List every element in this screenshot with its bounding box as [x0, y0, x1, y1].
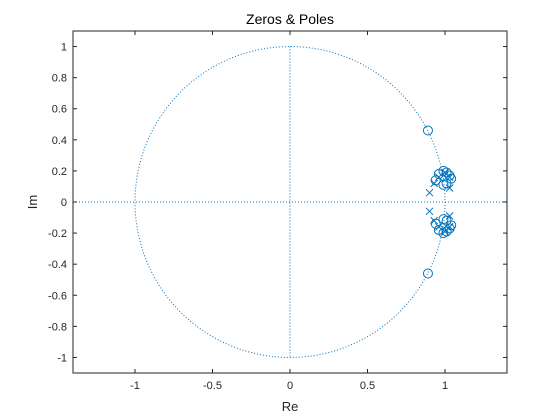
pole-marker: [430, 179, 439, 188]
x-tick-label: -0.5: [203, 380, 222, 392]
pole-marker: [445, 184, 454, 192]
x-tick-label: -1: [130, 380, 140, 392]
y-tick-label: 0.2: [52, 166, 67, 178]
x-tick-label: 1: [442, 380, 448, 392]
pole-marker: [445, 173, 454, 181]
x-axis-label: Re: [282, 399, 299, 414]
zero-marker: [441, 178, 452, 189]
y-tick-label: -0.6: [48, 290, 67, 302]
pole-marker: [425, 188, 434, 197]
y-tick-label: -0.2: [48, 228, 67, 240]
pole-marker: [434, 223, 443, 231]
y-tick-label: -0.8: [48, 321, 67, 333]
zero-marker: [422, 268, 433, 279]
zero-marker: [422, 125, 433, 136]
x-tick-label: 0.5: [360, 380, 375, 392]
zero-marker: [441, 215, 452, 226]
y-tick-label: 0.6: [52, 104, 67, 116]
y-tick-label: 0: [61, 197, 67, 209]
x-tick-label: 0: [287, 380, 293, 392]
chart-title: Zeros & Poles: [246, 11, 334, 27]
reference-lines: [73, 46, 507, 358]
y-tick-label: -1: [57, 352, 67, 364]
y-tick-label: 1: [61, 42, 67, 54]
data-marks: [422, 125, 457, 279]
y-tick-label: -0.4: [48, 259, 67, 271]
pole-marker: [430, 216, 439, 225]
pole-marker: [434, 173, 443, 181]
pole-marker: [445, 223, 454, 231]
pole-marker: [445, 212, 454, 220]
pole-marker: [425, 207, 434, 216]
y-tick-label: 0.8: [52, 73, 67, 85]
y-axis-label: Im: [25, 195, 40, 209]
axis-ticks: -1 -0.5 0 0.5 1 1 0.8 0.6 0.4 0.2 0 -0.2 -0.4 -0.6 -0.…: [48, 31, 507, 392]
y-tick-label: 0.4: [52, 135, 67, 147]
